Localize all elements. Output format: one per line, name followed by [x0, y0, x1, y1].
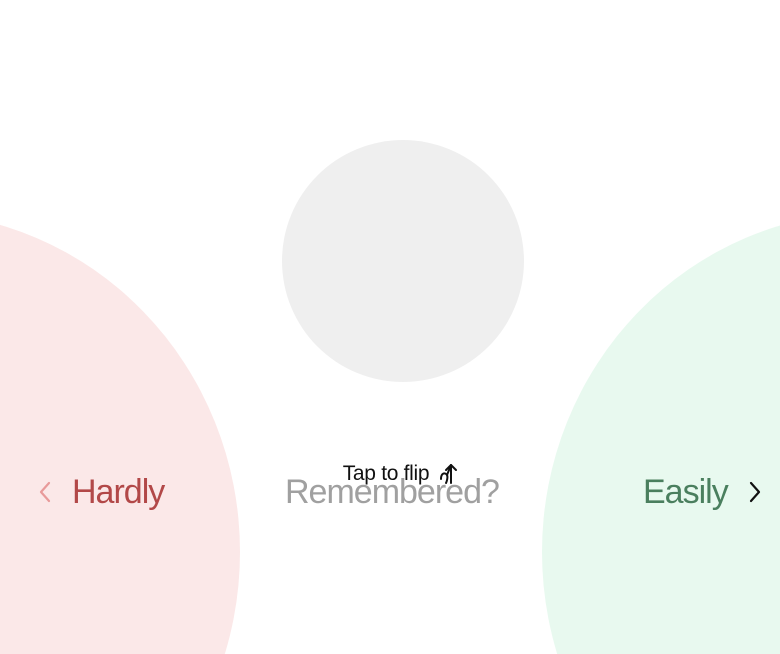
flashcard[interactable]: Tap to flip [282, 140, 524, 485]
hardly-swipe-zone[interactable] [0, 212, 240, 654]
chevron-left-icon [39, 481, 51, 503]
easily-label: Easily [643, 472, 729, 511]
flip-label: Tap to flip [342, 462, 430, 485]
hardly-label: Hardly [72, 472, 165, 511]
hardly-button[interactable]: Hardly [34, 468, 165, 516]
flip-arrow-icon [440, 464, 458, 484]
remembered-prompt: Remembered? [285, 472, 500, 511]
easily-swipe-zone[interactable] [542, 212, 780, 654]
chevron-right-icon [749, 481, 760, 503]
easily-button[interactable]: Easily [643, 468, 766, 516]
flip-hint[interactable]: Tap to flip [282, 458, 524, 490]
